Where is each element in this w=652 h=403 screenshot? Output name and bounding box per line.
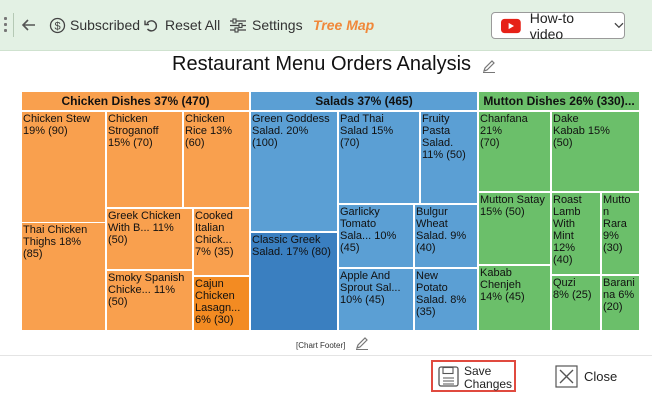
- treemap-cell[interactable]: Cooked Italian Chick... 7% (35): [193, 208, 250, 276]
- treemap-cell[interactable]: Thai Chicken Thighs 18% (85): [21, 222, 106, 331]
- treemap-cell[interactable]: Bulgur Wheat Salad. 9% (40): [414, 204, 478, 268]
- edit-footer-pencil-icon[interactable]: [355, 336, 369, 350]
- settings-label: Settings: [252, 17, 303, 33]
- treemap-cell-label: Kabab Chenjeh 14% (45): [480, 267, 525, 303]
- how-to-video-label: How-to video: [529, 9, 575, 42]
- subscribed-button[interactable]: $ Subscribed: [49, 0, 140, 50]
- treemap-cell-label: Quzi 8% (25): [553, 277, 592, 301]
- sliders-icon: [230, 17, 246, 33]
- chart-footer: [Chart Footer]: [296, 341, 346, 350]
- treemap-cell[interactable]: Chanfana 21% (70): [478, 111, 551, 192]
- treemap-cell[interactable]: Dake Kabab 15% (50): [551, 111, 640, 192]
- treemap-chart: Chicken Dishes 37% (470) Chicken Stew 19%…: [21, 91, 640, 331]
- treemap-group-header: Chicken Dishes 37% (470): [21, 91, 250, 111]
- toolbar: $ Subscribed Reset All Settings Tree Map…: [0, 0, 652, 51]
- treemap-cell-label: Fruity Pasta Salad. 11% (50): [422, 113, 466, 161]
- treemap-cell-label: Mutton Satay 15% (50): [480, 194, 545, 218]
- save-icon: [438, 366, 459, 387]
- treemap-cell[interactable]: Chicken Rice 13% (60): [183, 111, 250, 208]
- treemap-cell-label: Smoky Spanish Chicke... 11% (50): [108, 272, 185, 308]
- treemap-cell[interactable]: Green Goddess Salad. 20% (100): [250, 111, 338, 232]
- treemap-cell[interactable]: Cajun Chicken Lasagn... 6% (30): [193, 276, 250, 331]
- dollar-icon: $: [49, 17, 66, 33]
- treemap-cell[interactable]: Smoky Spanish Chicke... 11% (50): [106, 270, 193, 331]
- treemap-cell-label: Greek Chicken With B... 11% (50): [108, 210, 181, 246]
- back-button[interactable]: [21, 0, 37, 50]
- treemap-cell[interactable]: Classic Greek Salad. 17% (80): [250, 232, 338, 331]
- treemap-cell[interactable]: New Potato Salad. 8% (35): [414, 268, 478, 331]
- treemap-cell[interactable]: Kabab Chenjeh 14% (45): [478, 265, 551, 331]
- treemap-cell[interactable]: Garlicky Tomato Sala... 10% (45): [338, 204, 414, 268]
- grip-handle-icon[interactable]: [4, 17, 8, 33]
- settings-button[interactable]: Settings: [229, 0, 303, 50]
- treemap-cell-label: Chicken Rice 13% (60): [185, 113, 233, 149]
- treemap-cell[interactable]: Pad Thai Salad 15% (70): [338, 111, 420, 204]
- treemap-cell-label: Bulgur Wheat Salad. 9% (40): [416, 206, 467, 254]
- treemap-cell-label: Mutto n Rara 9% (30): [603, 194, 631, 254]
- treemap-cell[interactable]: Chicken Stew 19% (90): [21, 111, 106, 223]
- treemap-cell-label: Roast Lamb With Mint 12% (40): [553, 194, 582, 266]
- treemap-cell-label: Pad Thai Salad 15% (70): [340, 113, 394, 149]
- treemap-cell[interactable]: Fruity Pasta Salad. 11% (50): [420, 111, 478, 204]
- treemap-cell[interactable]: Apple And Sprout Sal... 10% (45): [338, 268, 414, 331]
- edit-title-pencil-icon[interactable]: [482, 59, 496, 73]
- close-label: Close: [584, 369, 618, 384]
- treemap-cell-label: Chanfana 21% (70): [480, 113, 528, 149]
- svg-text:$: $: [54, 20, 60, 32]
- chevron-down-icon: [614, 22, 624, 29]
- treemap-cell[interactable]: Chicken Stroganoff 15% (70): [106, 111, 183, 208]
- treemap-cell-label: Cajun Chicken Lasagn... 6% (30): [195, 278, 241, 326]
- treemap-cell[interactable]: Roast Lamb With Mint 12% (40): [551, 192, 601, 275]
- treemap-group-header: Salads 37% (465): [250, 91, 478, 111]
- treemap-cell[interactable]: Greek Chicken With B... 11% (50): [106, 208, 193, 270]
- treemap-cell-label: New Potato Salad. 8% (35): [416, 270, 467, 318]
- treemap-cell-label: Apple And Sprout Sal... 10% (45): [340, 270, 401, 306]
- bottom-divider: [0, 355, 652, 356]
- save-changes-label: Save Changes: [464, 364, 513, 391]
- save-changes-button[interactable]: Save Changes: [431, 360, 516, 392]
- back-arrow-icon: [21, 19, 35, 31]
- undo-icon: [144, 19, 158, 32]
- treemap-cell[interactable]: Mutto n Rara 9% (30): [601, 192, 640, 275]
- youtube-icon: [501, 18, 521, 33]
- toolbar-separator: [13, 13, 14, 37]
- treemap-cell[interactable]: Barani na 6% (20): [601, 275, 640, 331]
- treemap-cell-label: Dake Kabab 15% (50): [553, 113, 610, 149]
- chart-title: Restaurant Menu Orders Analysis: [172, 53, 472, 75]
- reset-all-button[interactable]: Reset All: [143, 0, 220, 50]
- treemap-cell-label: Chicken Stew 19% (90): [23, 113, 91, 137]
- treemap-cell-label: Thai Chicken Thighs 18% (85): [23, 224, 88, 260]
- subscribed-label: Subscribed: [70, 17, 141, 33]
- treemap-cell[interactable]: Mutton Satay 15% (50): [478, 192, 551, 265]
- chart-title-area: Restaurant Menu Orders Analysis: [0, 53, 652, 81]
- treemap-cell-label: Classic Greek Salad. 17% (80): [252, 234, 331, 258]
- treemap-group-header: Mutton Dishes 26% (330)...: [478, 91, 640, 111]
- treemap-cell[interactable]: Quzi 8% (25): [551, 275, 601, 331]
- treemap-cell-label: Chicken Stroganoff 15% (70): [108, 113, 159, 149]
- close-icon: [555, 365, 578, 388]
- treemap-cell-label: Barani na 6% (20): [603, 277, 635, 313]
- chart-type-label: Tree Map: [313, 17, 375, 33]
- how-to-video-dropdown[interactable]: How-to video: [491, 9, 625, 42]
- reset-all-label: Reset All: [165, 17, 221, 33]
- treemap-cell-label: Cooked Italian Chick... 7% (35): [195, 210, 234, 258]
- treemap-cell-label: Garlicky Tomato Sala... 10% (45): [340, 206, 397, 254]
- treemap-cell-label: Green Goddess Salad. 20% (100): [252, 113, 330, 149]
